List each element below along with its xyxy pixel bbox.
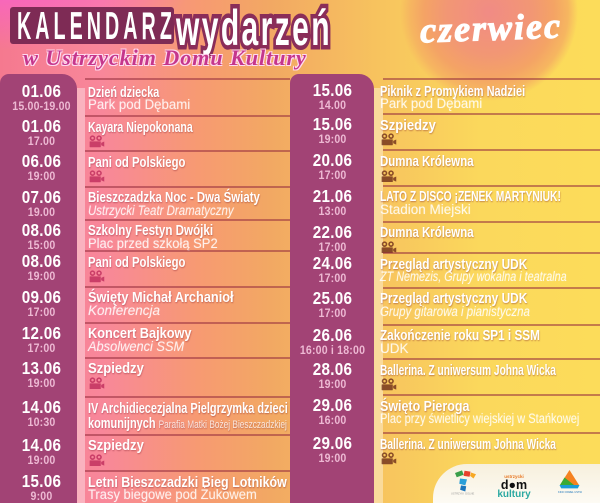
svg-text:USTRZYKI DOLNE: USTRZYKI DOLNE [451,492,474,496]
svg-text:KINO ORZEŁ USTRZYKI: KINO ORZEŁ USTRZYKI [558,490,582,494]
